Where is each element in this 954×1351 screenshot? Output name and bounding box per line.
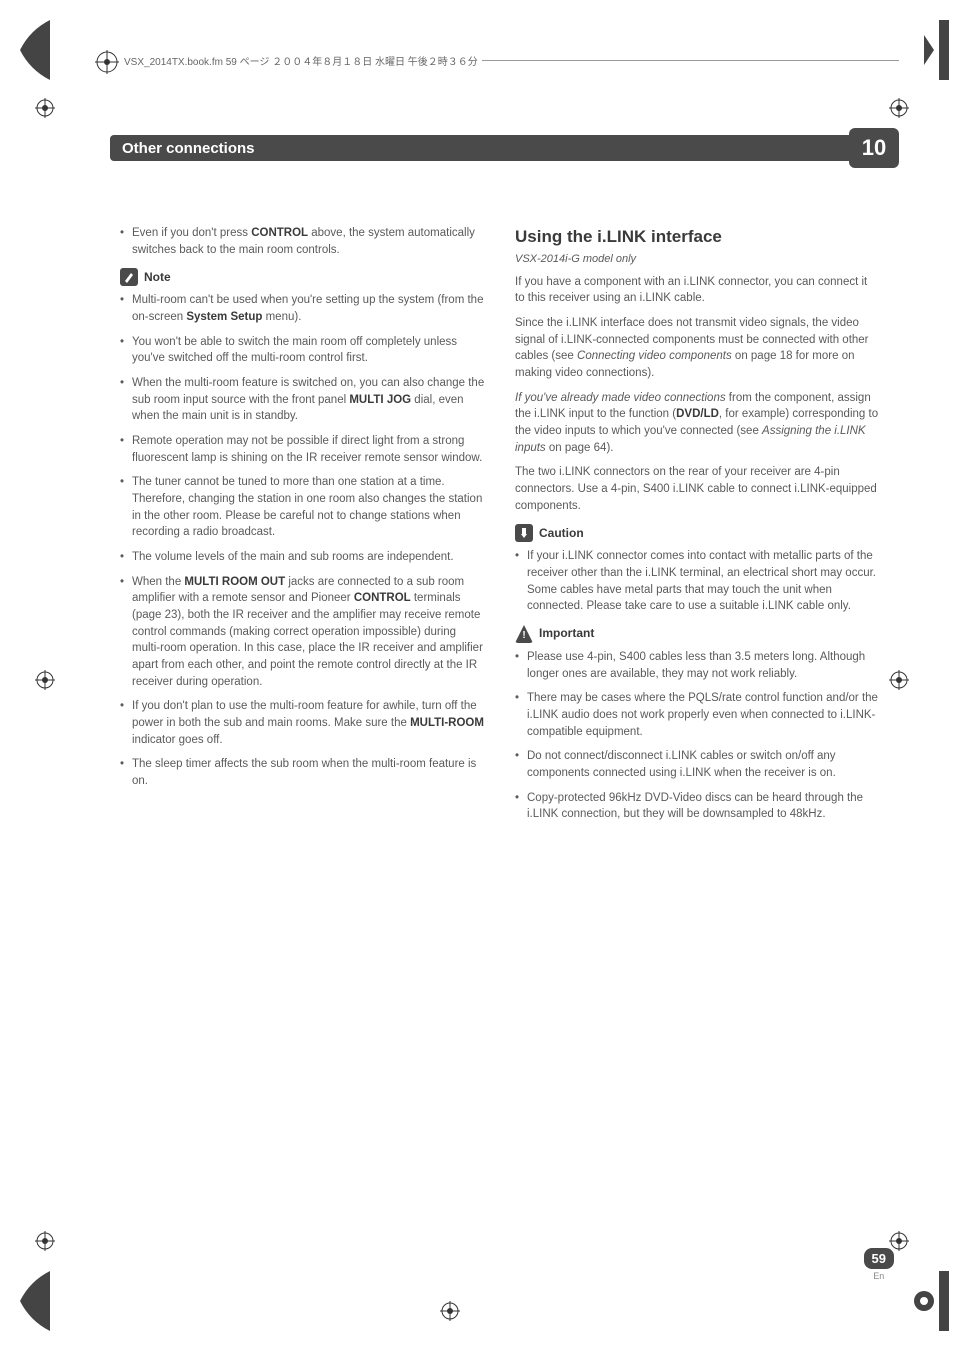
regmark-mr — [889, 670, 909, 690]
notes-list: Multi-room can't be used when you're set… — [120, 292, 485, 789]
note-heading: Note — [120, 268, 485, 286]
note-icon — [120, 268, 138, 286]
page-lang: En — [864, 1271, 894, 1281]
chapter-title: Other connections — [122, 140, 255, 157]
note-item: If you don't plan to use the multi-room … — [120, 698, 485, 748]
regmark-tr — [889, 98, 909, 118]
caution-heading: Caution — [515, 524, 880, 542]
intro-bullet: Even if you don't press CONTROL above, t… — [120, 225, 485, 258]
note-item: Remote operation may not be possible if … — [120, 433, 485, 466]
important-icon: ! — [515, 625, 533, 643]
header-bookline: VSX_2014TX.book.fm 59 ページ ２００４年８月１８日 水曜日… — [120, 60, 899, 76]
note-item: The volume levels of the main and sub ro… — [120, 549, 485, 566]
model-line: VSX-2014i-G model only — [515, 252, 880, 268]
header-target-icon — [95, 50, 119, 74]
chapter-number: 10 — [849, 128, 899, 168]
note-item: Multi-room can't be used when you're set… — [120, 292, 485, 325]
important-heading: ! Important — [515, 625, 880, 643]
regmark-ml — [35, 670, 55, 690]
regmark-tl — [35, 98, 55, 118]
header-bookline-text: VSX_2014TX.book.fm 59 ページ ２００４年８月１８日 水曜日… — [120, 57, 482, 68]
content-area: Even if you don't press CONTROL above, t… — [120, 225, 880, 831]
regmark-bc — [440, 1301, 460, 1321]
note-item: The tuner cannot be tuned to more than o… — [120, 474, 485, 541]
cropmark-br — [909, 1271, 949, 1331]
important-item: Please use 4-pin, S400 cables less than … — [515, 649, 880, 682]
note-item: When the multi-room feature is switched … — [120, 375, 485, 425]
note-item: When the MULTI ROOM OUT jacks are connec… — [120, 574, 485, 691]
page-number-value: 59 — [864, 1248, 894, 1269]
note-label: Note — [144, 269, 171, 286]
para-2: Since the i.LINK interface does not tran… — [515, 315, 880, 382]
para-1: If you have a component with an i.LINK c… — [515, 274, 880, 307]
section-heading: Using the i.LINK interface — [515, 225, 880, 250]
regmark-bl — [35, 1231, 55, 1251]
important-label: Important — [539, 625, 594, 642]
para-3: If you've already made video connections… — [515, 390, 880, 457]
left-column: Even if you don't press CONTROL above, t… — [120, 225, 485, 831]
caution-item: If your i.LINK connector comes into cont… — [515, 548, 880, 615]
important-item: Do not connect/disconnect i.LINK cables … — [515, 748, 880, 781]
right-column: Using the i.LINK interface VSX-2014i-G m… — [515, 225, 880, 831]
important-item: There may be cases where the PQLS/rate c… — [515, 690, 880, 740]
cropmark-bl — [20, 1271, 60, 1331]
note-item: You won't be able to switch the main roo… — [120, 334, 485, 367]
para-4: The two i.LINK connectors on the rear of… — [515, 464, 880, 514]
caution-icon — [515, 524, 533, 542]
important-list: Please use 4-pin, S400 cables less than … — [515, 649, 880, 823]
caution-label: Caution — [539, 525, 584, 542]
cropmark-tr — [909, 20, 949, 80]
page-number: 59 En — [864, 1248, 894, 1281]
chapter-bar: Other connections — [110, 135, 899, 161]
important-item: Copy-protected 96kHz DVD-Video discs can… — [515, 790, 880, 823]
note-item: The sleep timer affects the sub room whe… — [120, 756, 485, 789]
cropmark-tl — [20, 20, 60, 80]
